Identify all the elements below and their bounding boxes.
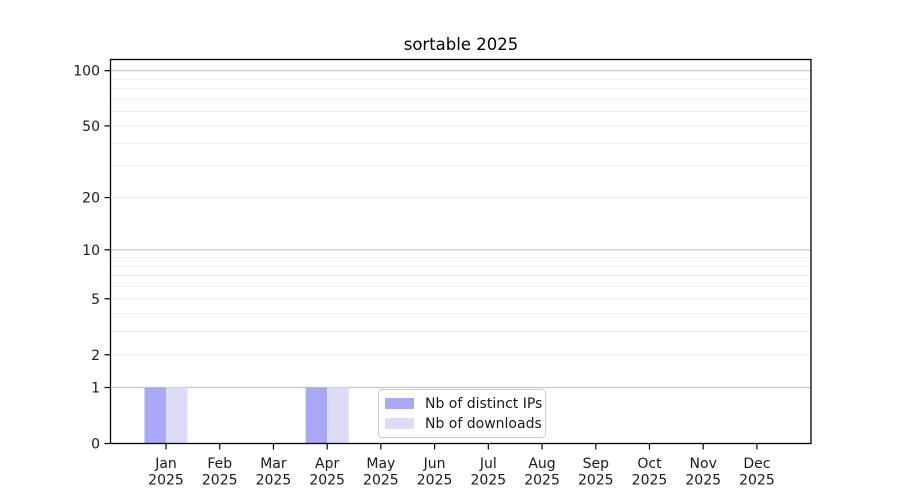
legend: Nb of distinct IPs Nb of downloads: [378, 389, 546, 438]
y-tick-label: 20: [82, 191, 100, 207]
x-tick-label-year: 2025: [685, 473, 721, 489]
bar-jan-series0: [144, 387, 166, 444]
y-tick-label: 1: [91, 381, 100, 397]
x-tick-label-month: Oct: [637, 456, 662, 472]
bar-apr-series0: [305, 387, 328, 444]
y-tick-label: 5: [91, 292, 100, 308]
y-tick-label: 10: [82, 243, 100, 259]
x-tick-label-year: 2025: [363, 473, 399, 489]
legend-swatch-downloads-icon: [385, 418, 414, 429]
x-tick-label-year: 2025: [739, 473, 775, 489]
x-tick-label-year: 2025: [202, 473, 238, 489]
x-tick-label-year: 2025: [148, 473, 184, 489]
x-tick-label-month: Jun: [423, 456, 446, 472]
legend-label-distinct-ips: Nb of distinct IPs: [425, 395, 543, 412]
plot-border: [109, 58, 812, 445]
x-tick-label-year: 2025: [578, 473, 614, 489]
y-tick-label: 2: [91, 348, 100, 364]
x-tick-label-year: 2025: [524, 473, 560, 489]
x-tick-label-month: Sep: [583, 456, 610, 472]
x-tick-label-month: Mar: [260, 456, 287, 472]
y-tick-label: 50: [82, 119, 100, 135]
x-tick-label-month: Apr: [315, 456, 339, 472]
legend-swatch-distinct-ips-icon: [385, 398, 414, 409]
chart-title: sortable 2025: [403, 35, 519, 54]
x-tick-label-year: 2025: [470, 473, 506, 489]
legend-item-downloads: Nb of downloads: [385, 415, 542, 432]
legend-label-downloads: Nb of downloads: [425, 415, 542, 432]
bar-jan-series1: [166, 387, 188, 444]
x-tick-label-year: 2025: [256, 473, 292, 489]
x-tick-label-year: 2025: [417, 473, 453, 489]
x-tick-label-month: Aug: [528, 456, 555, 472]
x-tick-label-month: May: [366, 456, 395, 472]
x-tick-label-year: 2025: [632, 473, 668, 489]
y-tick-label: 100: [73, 64, 100, 80]
x-tick-label-month: Feb: [207, 456, 232, 472]
x-tick-label-month: Dec: [743, 456, 770, 472]
x-tick-label-month: Jan: [154, 456, 177, 472]
x-tick-label-year: 2025: [309, 473, 345, 489]
legend-item-distinct-ips: Nb of distinct IPs: [385, 395, 543, 412]
x-tick-label-month: Nov: [690, 456, 717, 472]
x-tick-label-month: Jul: [479, 456, 497, 472]
y-tick-label: 0: [91, 437, 100, 453]
bar-apr-series1: [327, 387, 349, 444]
